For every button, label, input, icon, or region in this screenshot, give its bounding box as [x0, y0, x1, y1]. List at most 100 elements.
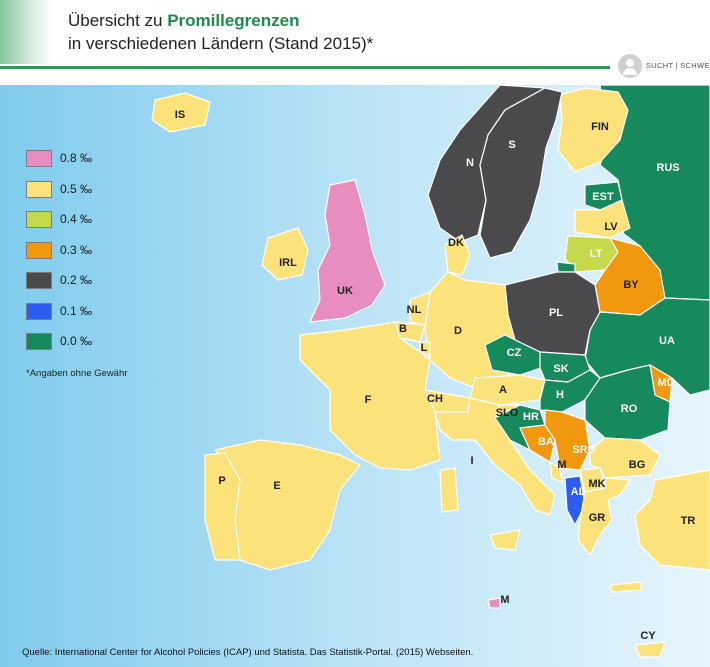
label-M-malta: M: [500, 594, 509, 606]
legend-label: 0.3 ‰: [60, 242, 93, 257]
country-TR: [634, 469, 710, 571]
country-FIN: [557, 87, 629, 173]
legend-item: 0.0 ‰: [26, 333, 156, 364]
country-F: [299, 321, 441, 471]
label-SLO: SLO: [496, 407, 519, 419]
legend-item: 0.5 ‰: [26, 180, 156, 212]
label-AL: AL: [571, 486, 586, 498]
label-GR: GR: [589, 512, 606, 524]
label-E: E: [273, 480, 280, 492]
header-divider: [0, 66, 610, 69]
country-M-montenegro: [549, 461, 563, 483]
brand: SUCHT | SCHWEIZ: [618, 54, 710, 78]
label-M-montenegro: M: [557, 459, 566, 471]
europe-map: IS N S FIN RUS EST LV LT BY DK IRL UK NL…: [0, 85, 710, 667]
legend-label: 0.1 ‰: [60, 303, 93, 318]
label-BA: BA: [538, 436, 554, 448]
country-L: [419, 341, 431, 356]
label-P: P: [218, 475, 225, 487]
label-S: S: [508, 139, 515, 151]
label-I: I: [470, 455, 473, 467]
label-H: H: [556, 389, 564, 401]
label-D: D: [454, 325, 462, 337]
country-UK: [309, 179, 386, 323]
header-accent-fade: [0, 0, 52, 64]
label-IS: IS: [175, 109, 185, 121]
label-HR: HR: [523, 411, 539, 423]
legend-item: 0.1 ‰: [26, 302, 156, 334]
country-RUS: [599, 85, 710, 301]
label-CH: CH: [427, 393, 443, 405]
legend-label: 0.2 ‰: [60, 273, 93, 287]
legend-swatch: [26, 211, 52, 228]
label-MK: MK: [588, 478, 605, 490]
legend-swatch: [26, 241, 52, 259]
country-I: [434, 397, 556, 516]
title-line2: in verschiedenen Ländern (Stand 2015)*: [68, 34, 374, 53]
legend-swatch: [26, 272, 52, 289]
title-highlight: Promillegrenzen: [167, 11, 300, 30]
legend-label: 0.4 ‰: [60, 212, 93, 226]
country-BA: [519, 424, 556, 463]
label-EST: EST: [592, 191, 614, 203]
island-sicily: [489, 529, 521, 551]
label-PL: PL: [549, 307, 563, 319]
brand-logo-icon: [618, 54, 642, 78]
label-TR: TR: [681, 515, 696, 527]
brand-text: SUCHT | SCHWEIZ: [646, 61, 710, 70]
country-GR: [577, 477, 631, 556]
country-IS: [151, 92, 211, 133]
label-RUS: RUS: [656, 162, 679, 174]
label-BY: BY: [623, 279, 639, 291]
label-BG: BG: [629, 459, 646, 471]
label-DK: DK: [448, 237, 464, 249]
country-DK: [444, 234, 471, 276]
region-kaliningrad: [556, 261, 576, 273]
country-BG: [589, 437, 661, 479]
label-RO: RO: [621, 403, 638, 415]
country-RO: [584, 364, 671, 441]
country-M-malta: [487, 597, 501, 609]
country-LV: [574, 199, 631, 239]
label-FIN: FIN: [591, 121, 609, 133]
label-NL: NL: [407, 304, 422, 316]
legend-label: 0.5 ‰: [60, 181, 93, 196]
country-AL: [564, 475, 586, 526]
title-prefix: Übersicht zu: [68, 11, 168, 30]
label-UA: UA: [659, 335, 675, 347]
disclaimer: *Angaben ohne Gewähr: [26, 368, 128, 379]
legend-item: 0.4 ‰: [26, 211, 156, 242]
label-L: L: [421, 342, 428, 354]
legend-swatch: [26, 150, 52, 167]
label-IRL: IRL: [279, 257, 297, 269]
label-UK: UK: [337, 285, 353, 297]
label-LV: LV: [604, 221, 618, 233]
island-crete: [609, 581, 643, 593]
country-CY: [634, 641, 666, 658]
label-LT: LT: [590, 248, 603, 260]
label-SRB: SRB: [572, 444, 595, 456]
label-B: B: [399, 323, 407, 335]
legend-swatch: [26, 333, 52, 350]
legend-label: 0.8 ‰: [60, 151, 93, 165]
legend-label: 0.0 ‰: [60, 334, 93, 348]
source-note: Quelle: International Center for Alcohol…: [22, 647, 474, 658]
island-sardinia: [439, 467, 459, 513]
legend-item: 0.8 ‰: [26, 150, 156, 181]
label-N: N: [466, 157, 474, 169]
label-SK: SK: [553, 363, 568, 375]
country-P: [204, 452, 241, 561]
label-CY: CY: [640, 630, 656, 642]
legend: 0.8 ‰ 0.5 ‰ 0.4 ‰ 0.3 ‰ 0.2 ‰ 0.1 ‰ 0.0 …: [26, 150, 156, 364]
legend-item: 0.2 ‰: [26, 272, 156, 303]
header: Übersicht zu Promillegrenzen in verschie…: [0, 0, 710, 78]
label-MD: MD: [657, 377, 674, 389]
country-S: [479, 87, 563, 259]
label-F: F: [365, 394, 372, 406]
page-title: Übersicht zu Promillegrenzen in verschie…: [68, 9, 373, 55]
legend-swatch: [26, 302, 52, 320]
legend-swatch: [26, 180, 52, 198]
map-svg: IS N S FIN RUS EST LV LT BY DK IRL UK NL…: [0, 85, 710, 667]
country-IRL: [261, 227, 309, 281]
legend-item: 0.3 ‰: [26, 241, 156, 273]
